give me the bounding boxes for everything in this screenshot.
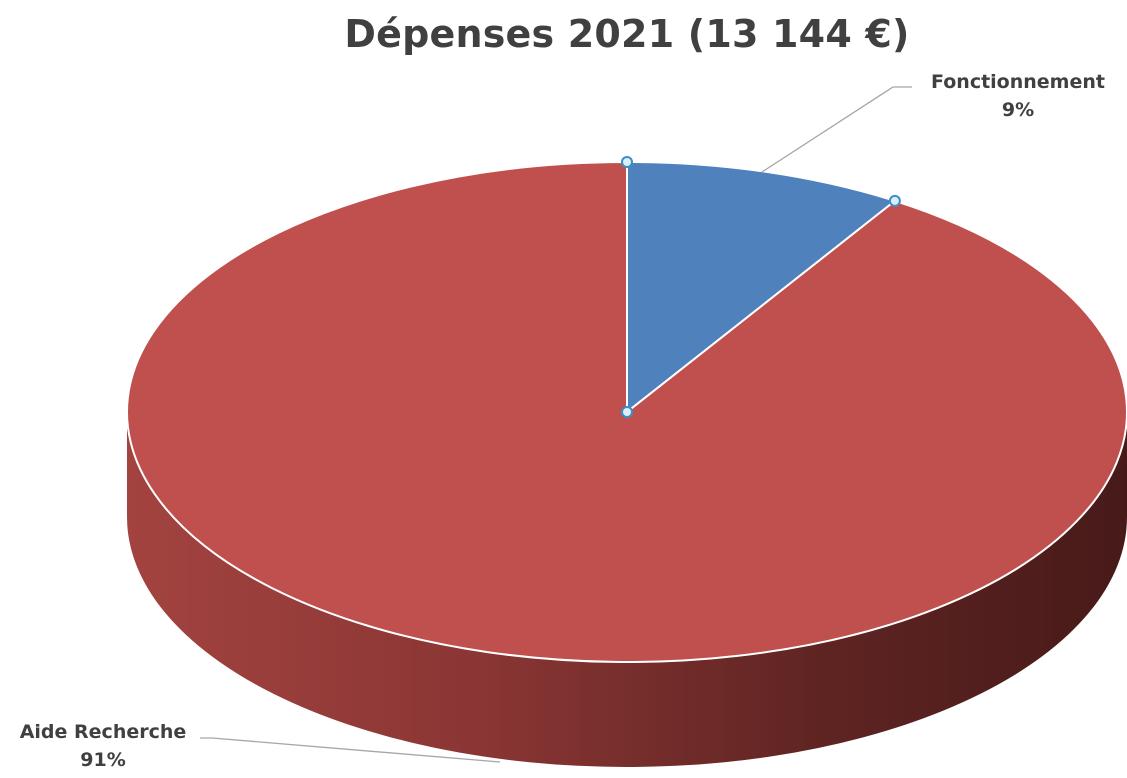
data-label-fonctionnement-percent: 9%	[1001, 99, 1035, 121]
pie-slices[interactable]	[126, 161, 1127, 663]
pie-slice-aide-recherche[interactable]	[126, 161, 1127, 663]
pie-side-wall	[127, 412, 1127, 767]
data-label-aide-recherche-percent: 91%	[80, 749, 126, 771]
selection-handle-0[interactable]	[621, 406, 633, 418]
pie-slice-fonctionnement[interactable]	[626, 161, 896, 413]
data-label-aide-recherche-name: Aide Recherche	[19, 721, 187, 743]
leader-line-aide-recherche	[200, 737, 501, 763]
leader-lines	[200, 86, 912, 763]
chart-title: Dépenses 2021 (13 144 €)	[344, 12, 910, 56]
selection-handle-2[interactable]	[888, 194, 901, 207]
data-label-aide-recherche: Aide Recherche 91%	[8, 718, 198, 774]
data-label-fonctionnement-name: Fonctionnement	[931, 71, 1105, 93]
leader-line-fonctionnement	[761, 86, 912, 173]
selection-handle-1[interactable]	[621, 156, 633, 168]
selection-handles[interactable]	[621, 156, 901, 418]
data-label-fonctionnement: Fonctionnement 9%	[912, 68, 1124, 124]
